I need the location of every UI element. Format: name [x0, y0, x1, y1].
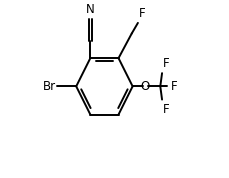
Text: O: O — [140, 80, 149, 93]
Text: Br: Br — [42, 80, 55, 93]
Text: F: F — [170, 80, 177, 93]
Text: F: F — [138, 7, 145, 20]
Text: F: F — [162, 57, 169, 70]
Text: N: N — [86, 3, 94, 16]
Text: F: F — [162, 103, 169, 116]
